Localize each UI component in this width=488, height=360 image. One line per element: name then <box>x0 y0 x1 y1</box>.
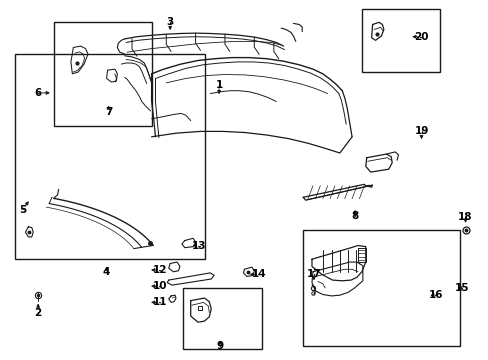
Bar <box>15 54 205 259</box>
Text: 20: 20 <box>413 32 428 42</box>
Bar <box>303 230 459 346</box>
Text: 2: 2 <box>35 308 41 318</box>
Text: 6: 6 <box>35 88 41 98</box>
Bar <box>54 22 151 126</box>
Text: 19: 19 <box>413 126 428 136</box>
Text: 3: 3 <box>166 17 173 27</box>
Text: 1: 1 <box>215 80 222 90</box>
Text: 4: 4 <box>102 267 110 277</box>
Text: 12: 12 <box>153 265 167 275</box>
Text: 14: 14 <box>251 269 266 279</box>
Text: 9: 9 <box>216 341 223 351</box>
Text: 10: 10 <box>153 281 167 291</box>
Text: 18: 18 <box>457 212 472 222</box>
Text: 11: 11 <box>153 297 167 307</box>
Text: 13: 13 <box>192 240 206 251</box>
Text: 8: 8 <box>351 211 358 221</box>
Text: 7: 7 <box>104 107 112 117</box>
Bar <box>183 288 261 349</box>
Bar <box>361 9 439 72</box>
Text: 15: 15 <box>454 283 468 293</box>
Text: 16: 16 <box>428 290 443 300</box>
Text: 5: 5 <box>20 204 26 215</box>
Text: 17: 17 <box>306 269 321 279</box>
